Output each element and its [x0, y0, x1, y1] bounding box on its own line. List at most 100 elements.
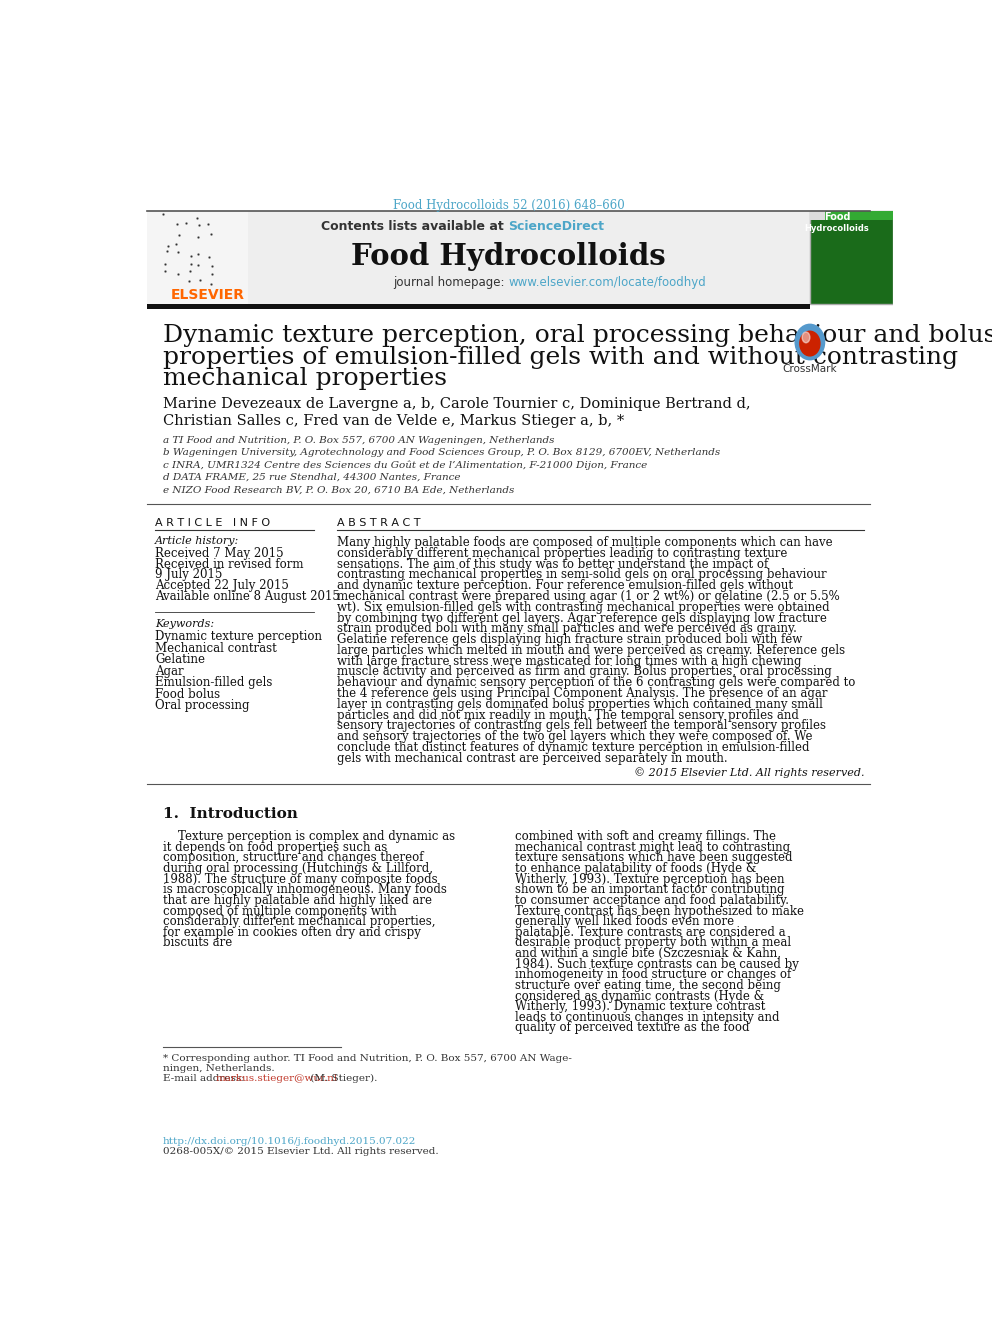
Text: that are highly palatable and highly liked are: that are highly palatable and highly lik… [163, 894, 432, 908]
Text: layer in contrasting gels dominated bolus properties which contained many small: layer in contrasting gels dominated bolu… [337, 697, 823, 710]
Text: leads to continuous changes in intensity and: leads to continuous changes in intensity… [516, 1011, 780, 1024]
Text: composed of multiple components with: composed of multiple components with [163, 905, 397, 918]
Text: © 2015 Elsevier Ltd. All rights reserved.: © 2015 Elsevier Ltd. All rights reserved… [634, 767, 864, 778]
Text: Gelatine reference gels displaying high fracture strain produced boli with few: Gelatine reference gels displaying high … [337, 634, 803, 646]
Text: Agar: Agar [155, 664, 184, 677]
Text: ScienceDirect: ScienceDirect [509, 221, 604, 233]
Text: Available online 8 August 2015: Available online 8 August 2015 [155, 590, 340, 603]
Bar [809, 212, 825, 221]
Text: composition, structure and changes thereof: composition, structure and changes there… [163, 852, 424, 864]
Text: considered as dynamic contrasts (Hyde &: considered as dynamic contrasts (Hyde & [516, 990, 765, 1003]
Text: Oral processing: Oral processing [155, 700, 250, 712]
Text: the 4 reference gels using Principal Component Analysis. The presence of an agar: the 4 reference gels using Principal Com… [337, 687, 827, 700]
Text: gels with mechanical contrast are perceived separately in mouth.: gels with mechanical contrast are percei… [337, 751, 728, 765]
Text: particles and did not mix readily in mouth. The temporal sensory profiles and: particles and did not mix readily in mou… [337, 709, 799, 721]
Text: sensations. The aim of this study was to better understand the impact of: sensations. The aim of this study was to… [337, 557, 769, 570]
Text: combined with soft and creamy fillings. The: combined with soft and creamy fillings. … [516, 831, 777, 843]
Text: to consumer acceptance and food palatability.: to consumer acceptance and food palatabi… [516, 894, 790, 908]
Text: palatable. Texture contrasts are considered a: palatable. Texture contrasts are conside… [516, 926, 786, 939]
Text: Witherly, 1993). Texture perception has been: Witherly, 1993). Texture perception has … [516, 873, 785, 885]
Text: Many highly palatable foods are composed of multiple components which can have: Many highly palatable foods are composed… [337, 536, 832, 549]
Bar [809, 212, 893, 221]
Text: by combining two different gel layers. Agar reference gels displaying low fractu: by combining two different gel layers. A… [337, 611, 827, 624]
Text: to enhance palatability of foods (Hyde &: to enhance palatability of foods (Hyde & [516, 863, 757, 875]
Ellipse shape [796, 324, 824, 360]
Text: Received 7 May 2015: Received 7 May 2015 [155, 546, 284, 560]
Text: properties of emulsion-filled gels with and without contrasting: properties of emulsion-filled gels with … [163, 345, 958, 369]
Text: Article history:: Article history: [155, 536, 239, 546]
Text: Marine Devezeaux de Lavergne a, b, Carole Tournier c, Dominique Bertrand d,: Marine Devezeaux de Lavergne a, b, Carol… [163, 397, 750, 411]
Text: during oral processing (Hutchings & Lillford,: during oral processing (Hutchings & Lill… [163, 863, 433, 875]
Text: ningen, Netherlands.: ningen, Netherlands. [163, 1064, 275, 1073]
Text: e NIZO Food Research BV, P. O. Box 20, 6710 BA Ede, Netherlands: e NIZO Food Research BV, P. O. Box 20, 6… [163, 486, 514, 495]
Text: contrasting mechanical properties in semi-solid gels on oral processing behaviou: contrasting mechanical properties in sem… [337, 569, 826, 581]
Text: CrossMark: CrossMark [783, 364, 837, 373]
Text: Food: Food [823, 212, 850, 222]
Text: markus.stieger@wur.nl: markus.stieger@wur.nl [215, 1074, 337, 1082]
Text: A B S T R A C T: A B S T R A C T [337, 517, 421, 528]
Ellipse shape [800, 331, 820, 356]
Text: biscuits are: biscuits are [163, 937, 232, 950]
Text: mechanical contrast were prepared using agar (1 or 2 wt%) or gelatine (2.5 or 5.: mechanical contrast were prepared using … [337, 590, 840, 603]
Text: a TI Food and Nutrition, P. O. Box 557, 6700 AN Wageningen, Netherlands: a TI Food and Nutrition, P. O. Box 557, … [163, 437, 555, 445]
Text: shown to be an important factor contributing: shown to be an important factor contribu… [516, 884, 785, 896]
Text: with large fracture stress were masticated for long times with a high chewing: with large fracture stress were masticat… [337, 655, 802, 668]
Text: Texture contrast has been hypothesized to make: Texture contrast has been hypothesized t… [516, 905, 805, 918]
Text: and dynamic texture perception. Four reference emulsion-filled gels without: and dynamic texture perception. Four ref… [337, 579, 794, 593]
Text: 9 July 2015: 9 July 2015 [155, 569, 222, 581]
Text: Emulsion-filled gels: Emulsion-filled gels [155, 676, 273, 689]
Text: b Wageningen University, Agrotechnology and Food Sciences Group, P. O. Box 8129,: b Wageningen University, Agrotechnology … [163, 448, 720, 458]
Ellipse shape [803, 332, 809, 343]
Text: large particles which melted in mouth and were perceived as creamy. Reference ge: large particles which melted in mouth an… [337, 644, 845, 656]
Text: Gelatine: Gelatine [155, 654, 205, 665]
Text: generally well liked foods even more: generally well liked foods even more [516, 916, 734, 929]
Text: Received in revised form: Received in revised form [155, 557, 304, 570]
Text: sensory trajectories of contrasting gels fell between the temporal sensory profi: sensory trajectories of contrasting gels… [337, 720, 826, 733]
Text: Hydrocolloids: Hydrocolloids [805, 224, 869, 233]
Text: mechanical contrast might lead to contrasting: mechanical contrast might lead to contra… [516, 841, 791, 853]
Text: strain produced boli with many small particles and were perceived as grainy.: strain produced boli with many small par… [337, 622, 797, 635]
Text: journal homepage:: journal homepage: [393, 275, 509, 288]
Text: E-mail address:: E-mail address: [163, 1074, 248, 1082]
Text: 0268-005X/© 2015 Elsevier Ltd. All rights reserved.: 0268-005X/© 2015 Elsevier Ltd. All right… [163, 1147, 438, 1156]
Text: c INRA, UMR1324 Centre des Sciences du Goût et de l’Alimentation, F-21000 Dijon,: c INRA, UMR1324 Centre des Sciences du G… [163, 460, 647, 470]
Text: and sensory trajectories of the two gel layers which they were composed of. We: and sensory trajectories of the two gel … [337, 730, 812, 744]
Text: Dynamic texture perception, oral processing behaviour and bolus: Dynamic texture perception, oral process… [163, 324, 992, 348]
Bar [147, 303, 809, 308]
Text: texture sensations which have been suggested: texture sensations which have been sugge… [516, 852, 793, 864]
Text: inhomogeneity in food structure or changes of: inhomogeneity in food structure or chang… [516, 968, 792, 982]
Text: conclude that distinct features of dynamic texture perception in emulsion-filled: conclude that distinct features of dynam… [337, 741, 809, 754]
Bar [147, 212, 248, 303]
Text: Contents lists available at: Contents lists available at [321, 221, 509, 233]
Text: desirable product property both within a meal: desirable product property both within a… [516, 937, 792, 950]
Text: quality of perceived texture as the food: quality of perceived texture as the food [516, 1021, 750, 1035]
Text: Food bolus: Food bolus [155, 688, 220, 701]
Text: http://dx.doi.org/10.1016/j.foodhyd.2015.07.022: http://dx.doi.org/10.1016/j.foodhyd.2015… [163, 1136, 416, 1146]
Text: Dynamic texture perception: Dynamic texture perception [155, 630, 322, 643]
Text: Keywords:: Keywords: [155, 619, 214, 630]
Text: mechanical properties: mechanical properties [163, 368, 446, 390]
Text: Food Hydrocolloids: Food Hydrocolloids [351, 242, 666, 271]
Text: considerably different mechanical properties,: considerably different mechanical proper… [163, 916, 435, 929]
Text: (M. Stieger).: (M. Stieger). [307, 1074, 377, 1082]
Text: ELSEVIER: ELSEVIER [171, 288, 244, 302]
Text: and within a single bite (Szczesniak & Kahn,: and within a single bite (Szczesniak & K… [516, 947, 782, 960]
Bar [147, 212, 809, 303]
Text: Food Hydrocolloids 52 (2016) 648–660: Food Hydrocolloids 52 (2016) 648–660 [393, 198, 624, 212]
Text: www.elsevier.com/locate/foodhyd: www.elsevier.com/locate/foodhyd [509, 275, 706, 288]
Text: Texture perception is complex and dynamic as: Texture perception is complex and dynami… [163, 831, 455, 843]
Text: A R T I C L E   I N F O: A R T I C L E I N F O [155, 517, 270, 528]
Text: considerably different mechanical properties leading to contrasting texture: considerably different mechanical proper… [337, 546, 788, 560]
Text: structure over eating time, the second being: structure over eating time, the second b… [516, 979, 782, 992]
Text: 1.  Introduction: 1. Introduction [163, 807, 298, 822]
Text: Christian Salles c, Fred van de Velde e, Markus Stieger a, b, *: Christian Salles c, Fred van de Velde e,… [163, 414, 624, 429]
Text: Accepted 22 July 2015: Accepted 22 July 2015 [155, 579, 289, 593]
Text: it depends on food properties such as: it depends on food properties such as [163, 841, 387, 853]
Text: muscle activity and perceived as firm and grainy. Bolus properties, oral process: muscle activity and perceived as firm an… [337, 665, 832, 679]
Bar [809, 212, 893, 303]
Text: * Corresponding author. TI Food and Nutrition, P. O. Box 557, 6700 AN Wage-: * Corresponding author. TI Food and Nutr… [163, 1053, 571, 1062]
Text: is macroscopically inhomogeneous. Many foods: is macroscopically inhomogeneous. Many f… [163, 884, 446, 896]
Text: for example in cookies often dry and crispy: for example in cookies often dry and cri… [163, 926, 421, 939]
Text: behaviour and dynamic sensory perception of the 6 contrasting gels were compared: behaviour and dynamic sensory perception… [337, 676, 855, 689]
Text: 1984). Such texture contrasts can be caused by: 1984). Such texture contrasts can be cau… [516, 958, 800, 971]
